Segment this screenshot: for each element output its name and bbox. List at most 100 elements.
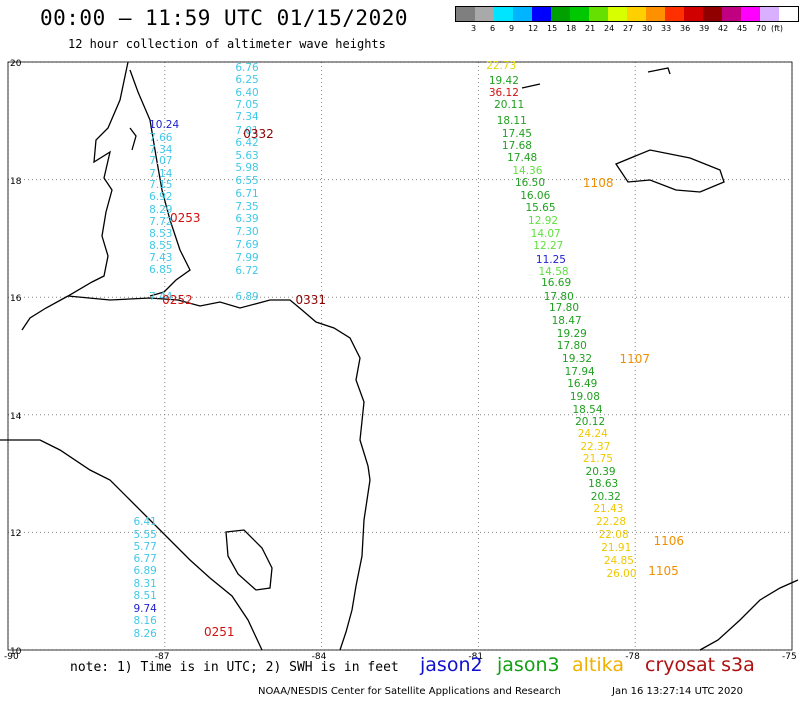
wave-height-label: 6.76 [235,61,259,74]
wave-height-label: 6.41 [133,516,157,529]
pass-time-label: 0252 [162,292,193,307]
legend-swatch [646,7,665,21]
wave-height-label: 12.27 [533,240,564,253]
wave-height-label: 8.16 [133,615,157,628]
wave-height-label: 7.34 [149,143,173,156]
lon-tick-label: -84 [311,652,327,662]
wave-height-label: 7.72 [149,215,173,228]
cayman-island-2 [647,67,671,75]
pass-time-label: 1106 [653,533,685,548]
wave-height-label: 16.49 [567,378,598,391]
footer-timestamp: Jan 16 13:27:14 UTC 2020 [612,686,744,697]
wave-height-label: 36.12 [488,87,519,100]
wave-height-label: 18.11 [496,115,527,128]
wave-height-label: 6.71 [235,187,259,200]
legend-tick-label: 27 [623,24,634,33]
wave-height-label: 19.08 [569,390,600,403]
legend-swatch [779,7,798,21]
legend-tick-label: (ft) [771,24,784,33]
wave-height-label: 17.94 [564,365,595,378]
wave-height-label: 6.72 [235,265,259,278]
lon-tick-label: -90 [4,652,19,662]
legend-swatch [760,7,779,21]
legend-swatch [684,7,703,21]
wave-height-label: 24.24 [577,428,608,441]
wave-height-label: 21.75 [582,452,613,465]
wave-height-label: 6.55 [235,175,259,188]
map-frame [7,61,793,651]
wave-height-label: 22.73 [486,60,517,73]
wave-height-label: 6.85 [149,264,173,277]
wave-height-label: 22.37 [580,440,611,453]
wave-height-label: 7.34 [235,111,259,124]
wave-height-label: 6.89 [235,291,259,304]
wave-height-label: 18.63 [588,478,619,491]
wave-height-label: 18.47 [551,314,582,327]
legend-swatch [722,7,741,21]
pass-time-label: 1107 [619,351,651,366]
wave-height-label: 7.15 [149,179,173,192]
wave-height-label: 19.29 [556,327,587,340]
lat-lon-grid [7,61,793,651]
satellite-legend-item: jason2 [420,654,483,676]
lake-nicaragua [225,529,273,591]
wave-height-label: 11.25 [535,253,566,266]
legend-swatch [494,7,513,21]
wave-height-label: 6.42 [235,137,259,150]
lat-tick-label: 10 [10,647,22,657]
wave-height-label: 6.92 [149,191,173,204]
wave-height-label: 19.42 [488,74,519,87]
wave-height-label: 7.07 [149,155,173,168]
wave-height-label: 21.91 [601,541,632,554]
lat-tick-label: 12 [10,529,22,540]
wave-height-label: 5.55 [133,528,157,541]
legend-swatch [703,7,722,21]
wave-height-label: 20.32 [590,491,621,504]
cayman-island-1 [521,83,541,89]
wave-height-label: 7.44 [149,291,173,304]
yucatan-coast [21,61,129,331]
wave-height-label: 17.80 [543,290,574,303]
wave-height-label: 16.50 [514,177,546,190]
wave-height-label: 8.53 [149,227,173,240]
wave-height-label: 8.26 [133,627,157,640]
legend-swatch [741,7,760,21]
legend-tick-label: 45 [737,24,748,33]
wave-height-label: 8.55 [149,240,173,253]
legend-swatch [589,7,608,21]
wave-height-label: 7.30 [235,225,259,238]
wave-height-label: 10.24 [149,118,180,131]
wave-height-label: 17.45 [501,127,532,140]
legend-tick-label: 15 [547,24,558,33]
wave-height-label: 7.14 [149,167,173,180]
wave-height-label: 9.74 [133,602,157,615]
footer-note: note: 1) Time is in UTC; 2) SWH is in fe… [70,660,399,675]
legend-swatch [665,7,684,21]
legend-swatch [513,7,532,21]
wave-height-label: 24.85 [603,554,634,567]
wave-height-label: 22.08 [598,529,629,542]
wave-height-label: 18.54 [572,403,603,416]
wave-height-label: 16.06 [520,190,551,203]
legend-swatch [608,7,627,21]
wave-height-label: 6.40 [235,86,259,99]
lon-tick-label: -78 [625,652,640,662]
legend-swatch [570,7,589,21]
wave-height-label: 15.65 [525,202,556,215]
wave-height-label: 14.36 [512,165,543,178]
legend-tick-label: 12 [528,24,539,33]
pacific-coast [0,439,263,651]
legend-tick-label: 42 [718,24,729,33]
wave-height-label: 7.66 [149,132,173,145]
wave-height-label: 7.99 [235,252,259,265]
lon-tick-label: -87 [154,652,170,662]
belize-coast [129,69,191,297]
legend-swatch [551,7,570,21]
wave-height-label: 17.80 [556,340,587,352]
pass-time-label: 0332 [243,126,274,141]
honduras-north-coast [67,295,371,481]
wave-height-label: 19.32 [562,352,593,365]
wave-height-label: 5.63 [235,150,259,163]
wave-height-label: 6.77 [133,552,157,565]
